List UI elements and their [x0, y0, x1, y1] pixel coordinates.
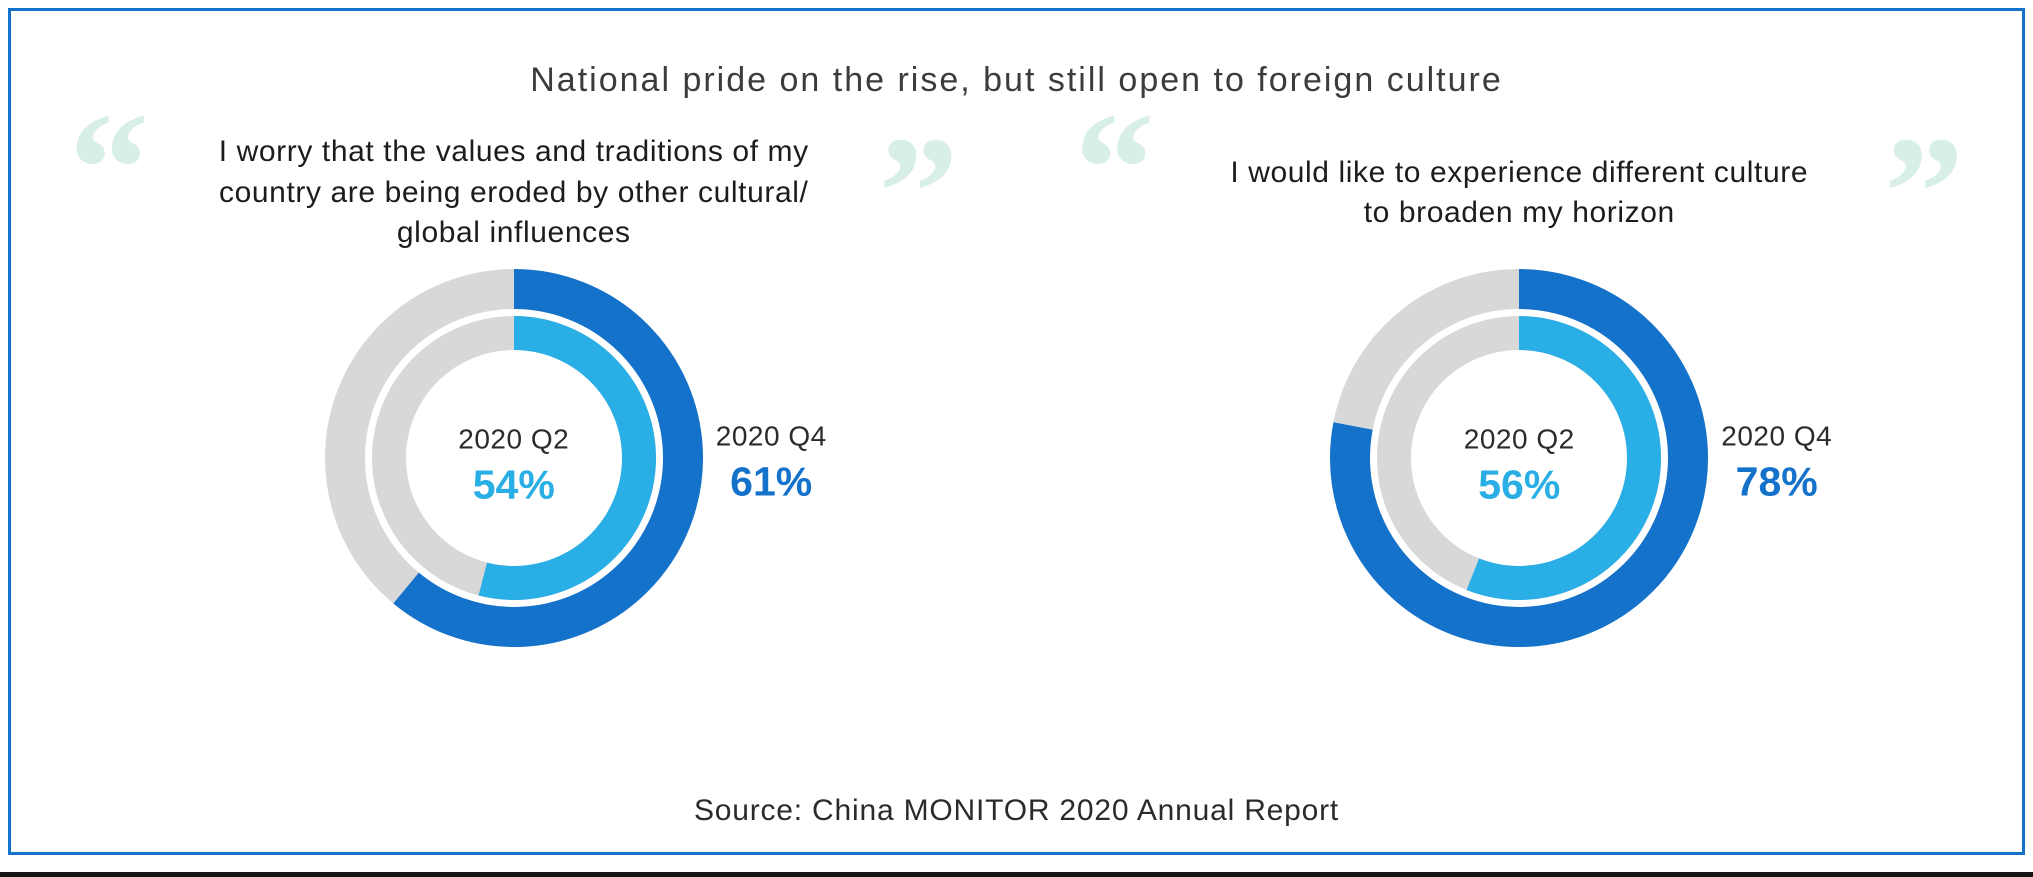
open-quote-icon: “ — [69, 79, 149, 257]
q4-series-value: 61% — [730, 458, 813, 505]
q2-series-value: 54% — [472, 461, 555, 508]
open-quote-icon: “ — [1074, 79, 1155, 257]
q2-label: 2020 Q2 54% — [458, 423, 569, 508]
donut-rings — [324, 269, 703, 647]
chart-panels: “ I worry that the values and traditions… — [11, 79, 2023, 648]
q2-series-name: 2020 Q2 — [1463, 423, 1575, 455]
q4-label: 2020 Q4 78% — [1721, 421, 1832, 506]
outer-ring-arc-q4 — [1330, 269, 1709, 647]
page-title: National pride on the rise, but still op… — [530, 61, 1503, 99]
donut-chart: 2020 Q2 56% 2020 Q4 78% — [1329, 268, 1832, 648]
quote-block-right: “ I would like to experience different c… — [1017, 79, 2023, 281]
close-quote-icon: ” — [878, 103, 959, 281]
screen-bottom-edge — [0, 872, 2033, 877]
close-quote-icon: ” — [1884, 103, 1964, 281]
chart-panel-left: “ I worry that the values and traditions… — [11, 79, 1017, 648]
source-caption: Source: China MONITOR 2020 Annual Report — [693, 794, 1340, 827]
donut-area-left: 2020 Q2 54% 2020 Q4 61% — [324, 268, 826, 648]
q2-label: 2020 Q2 56% — [1464, 423, 1575, 508]
chart-frame: National pride on the rise, but still op… — [8, 8, 2025, 855]
chart-panel-right: “ I would like to experience different c… — [1017, 79, 2023, 648]
donut-chart: 2020 Q2 54% 2020 Q4 61% — [324, 268, 826, 648]
donut-rings — [1330, 269, 1709, 647]
quote-block-left: “ I worry that the values and traditions… — [11, 79, 1017, 281]
donut-area-right: 2020 Q2 56% 2020 Q4 78% — [1329, 268, 1832, 648]
q2-series-value: 56% — [1478, 461, 1561, 508]
inner-ring-arc-q2 — [371, 316, 656, 600]
q4-series-name: 2020 Q4 — [1721, 420, 1833, 452]
q2-series-name: 2020 Q2 — [458, 423, 570, 455]
survey-question: I worry that the values and traditions o… — [218, 135, 809, 250]
outer-ring-arc-q4 — [324, 269, 703, 647]
survey-question: I would like to experience different cul… — [1230, 155, 1809, 230]
q4-label: 2020 Q4 61% — [716, 421, 827, 506]
q4-series-value: 78% — [1735, 458, 1818, 505]
q4-series-name: 2020 Q4 — [715, 420, 827, 452]
inner-ring-arc-q2 — [1377, 316, 1662, 600]
